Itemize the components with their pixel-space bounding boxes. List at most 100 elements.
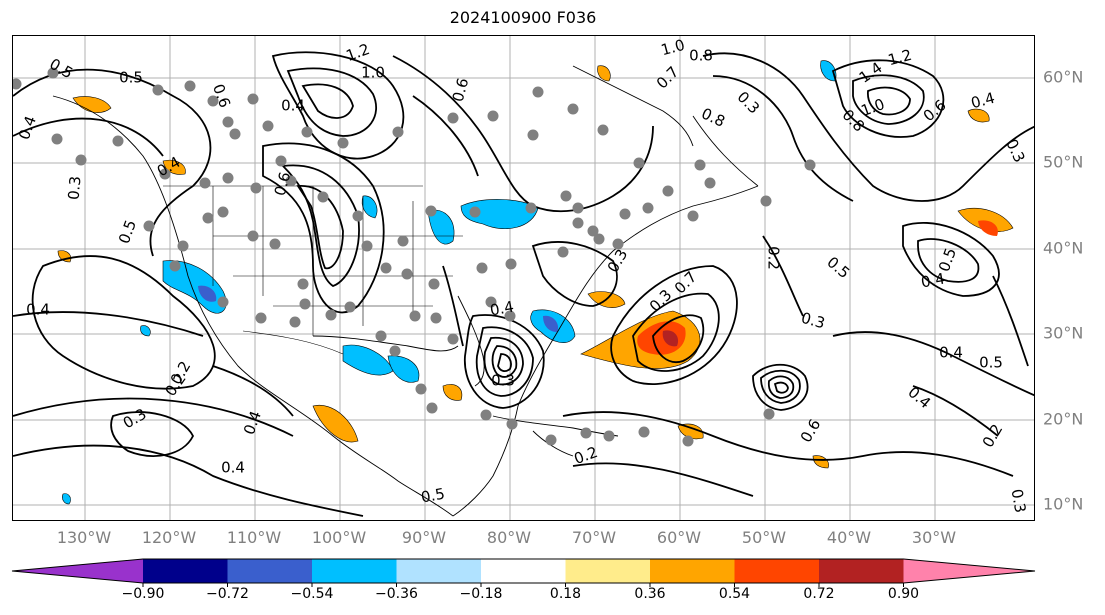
station-marker xyxy=(159,168,171,180)
station-marker xyxy=(567,103,579,115)
contour-label: 0.4 xyxy=(154,153,184,181)
station-marker xyxy=(202,212,214,224)
contour-label: 1.2 xyxy=(344,40,373,65)
contour-label: 0.7 xyxy=(653,63,683,93)
station-marker xyxy=(143,220,155,232)
station-marker xyxy=(447,112,459,124)
station-marker xyxy=(409,310,421,322)
station-marker xyxy=(687,210,699,222)
station-marker xyxy=(476,262,488,274)
station-marker xyxy=(222,172,234,184)
contour-lines xyxy=(13,51,1034,517)
station-marker xyxy=(380,262,392,274)
station-marker xyxy=(612,238,624,250)
contour-label: 0.5 xyxy=(420,485,447,507)
contour-label: 0.4 xyxy=(920,270,947,292)
latitude-label: 20°N xyxy=(1043,409,1084,429)
longitude-label: 110°W xyxy=(226,528,282,547)
longitude-label: 60°W xyxy=(656,528,702,547)
contour-label: 0.4 xyxy=(240,409,265,438)
station-marker xyxy=(525,202,537,214)
station-marker xyxy=(557,246,569,258)
contour-label: 0.5 xyxy=(115,218,140,247)
station-marker xyxy=(704,177,716,189)
map-panel: 0.5 0.5 0.4 0.3 0.5 0.4 0.6 1.2 1.0 0.4 0.6 1.0 0.8 0… xyxy=(12,35,1035,521)
station-marker xyxy=(804,159,816,171)
contour-label: 0.5 xyxy=(823,253,853,282)
longitude-label: 120°W xyxy=(141,528,197,547)
colorbar-tick-label: 0.90 xyxy=(887,586,920,602)
station-marker xyxy=(389,345,401,357)
station-marker xyxy=(47,67,59,79)
station-marker xyxy=(392,126,404,138)
station-marker xyxy=(638,426,650,438)
colorbar-segment xyxy=(396,559,482,583)
colorbar-segment xyxy=(12,559,143,583)
station-marker xyxy=(587,225,599,237)
contour-label: 0.3 xyxy=(604,246,632,276)
latitude-label: 10°N xyxy=(1043,494,1084,514)
colorbar-tick-label: −0.36 xyxy=(375,586,418,602)
longitude-label: 80°W xyxy=(486,528,532,547)
station-marker xyxy=(275,155,287,167)
contour-label: 0.6 xyxy=(449,76,473,104)
latitude-label: 60°N xyxy=(1043,67,1084,87)
station-marker xyxy=(229,128,241,140)
contour-label: 0.4 xyxy=(281,97,305,115)
colorbar-segment xyxy=(734,559,820,583)
contour-label: 0.4 xyxy=(221,459,245,477)
station-marker xyxy=(325,309,337,321)
contour-label: 0.3 xyxy=(734,88,764,118)
station-marker xyxy=(301,126,313,138)
colorbar-tick-label: 0.54 xyxy=(718,586,751,602)
contour-label: 0.3 xyxy=(1008,488,1030,515)
station-marker xyxy=(572,202,584,214)
contour-label: 0.5 xyxy=(979,354,1003,372)
station-marker xyxy=(217,296,229,308)
station-marker xyxy=(299,298,311,310)
station-marker xyxy=(250,182,262,194)
contour-label: 1.0 xyxy=(659,36,687,59)
station-marker xyxy=(760,195,772,207)
latitude-label: 40°N xyxy=(1043,238,1084,258)
colorbar-tick-label: −0.54 xyxy=(290,586,334,602)
station-marker xyxy=(532,86,544,98)
station-marker xyxy=(262,120,274,132)
longitude-label: 30°W xyxy=(911,528,957,547)
station-marker xyxy=(485,296,497,308)
colorbar-segment xyxy=(819,559,904,583)
station-marker xyxy=(572,217,584,229)
colorbar-segment xyxy=(481,559,566,583)
station-marker xyxy=(426,402,438,414)
colorbar-tick-label: 0.36 xyxy=(634,586,666,602)
map-title: 2024100900 F036 xyxy=(449,8,597,27)
station-marker xyxy=(545,434,557,446)
station-marker xyxy=(375,330,387,342)
contour-label: 0.4 xyxy=(15,114,40,143)
longitude-label: 50°W xyxy=(741,528,787,547)
colorbar-tick-label: 0.72 xyxy=(803,586,835,602)
station-marker xyxy=(222,116,234,128)
colorbar xyxy=(11,558,1036,587)
contour-label: 0.4 xyxy=(939,344,963,362)
colorbar-segment xyxy=(312,559,397,583)
contour-label: 1.0 xyxy=(361,64,385,82)
station-markers xyxy=(13,67,816,447)
station-marker xyxy=(217,206,229,218)
station-marker xyxy=(469,206,481,218)
station-marker xyxy=(269,238,281,250)
station-marker xyxy=(504,310,516,322)
latitude-label: 30°N xyxy=(1043,323,1084,343)
station-marker xyxy=(397,235,409,247)
longitude-label: 100°W xyxy=(311,528,367,547)
station-marker xyxy=(447,333,459,345)
station-marker xyxy=(169,260,181,272)
station-marker xyxy=(361,240,373,252)
station-marker xyxy=(642,202,654,214)
station-marker xyxy=(352,210,364,222)
longitude-label: 90°W xyxy=(401,528,447,547)
station-marker xyxy=(112,135,124,147)
station-marker xyxy=(597,124,609,136)
station-marker xyxy=(51,133,63,145)
colorbar-tick-label: 0.18 xyxy=(549,586,582,602)
